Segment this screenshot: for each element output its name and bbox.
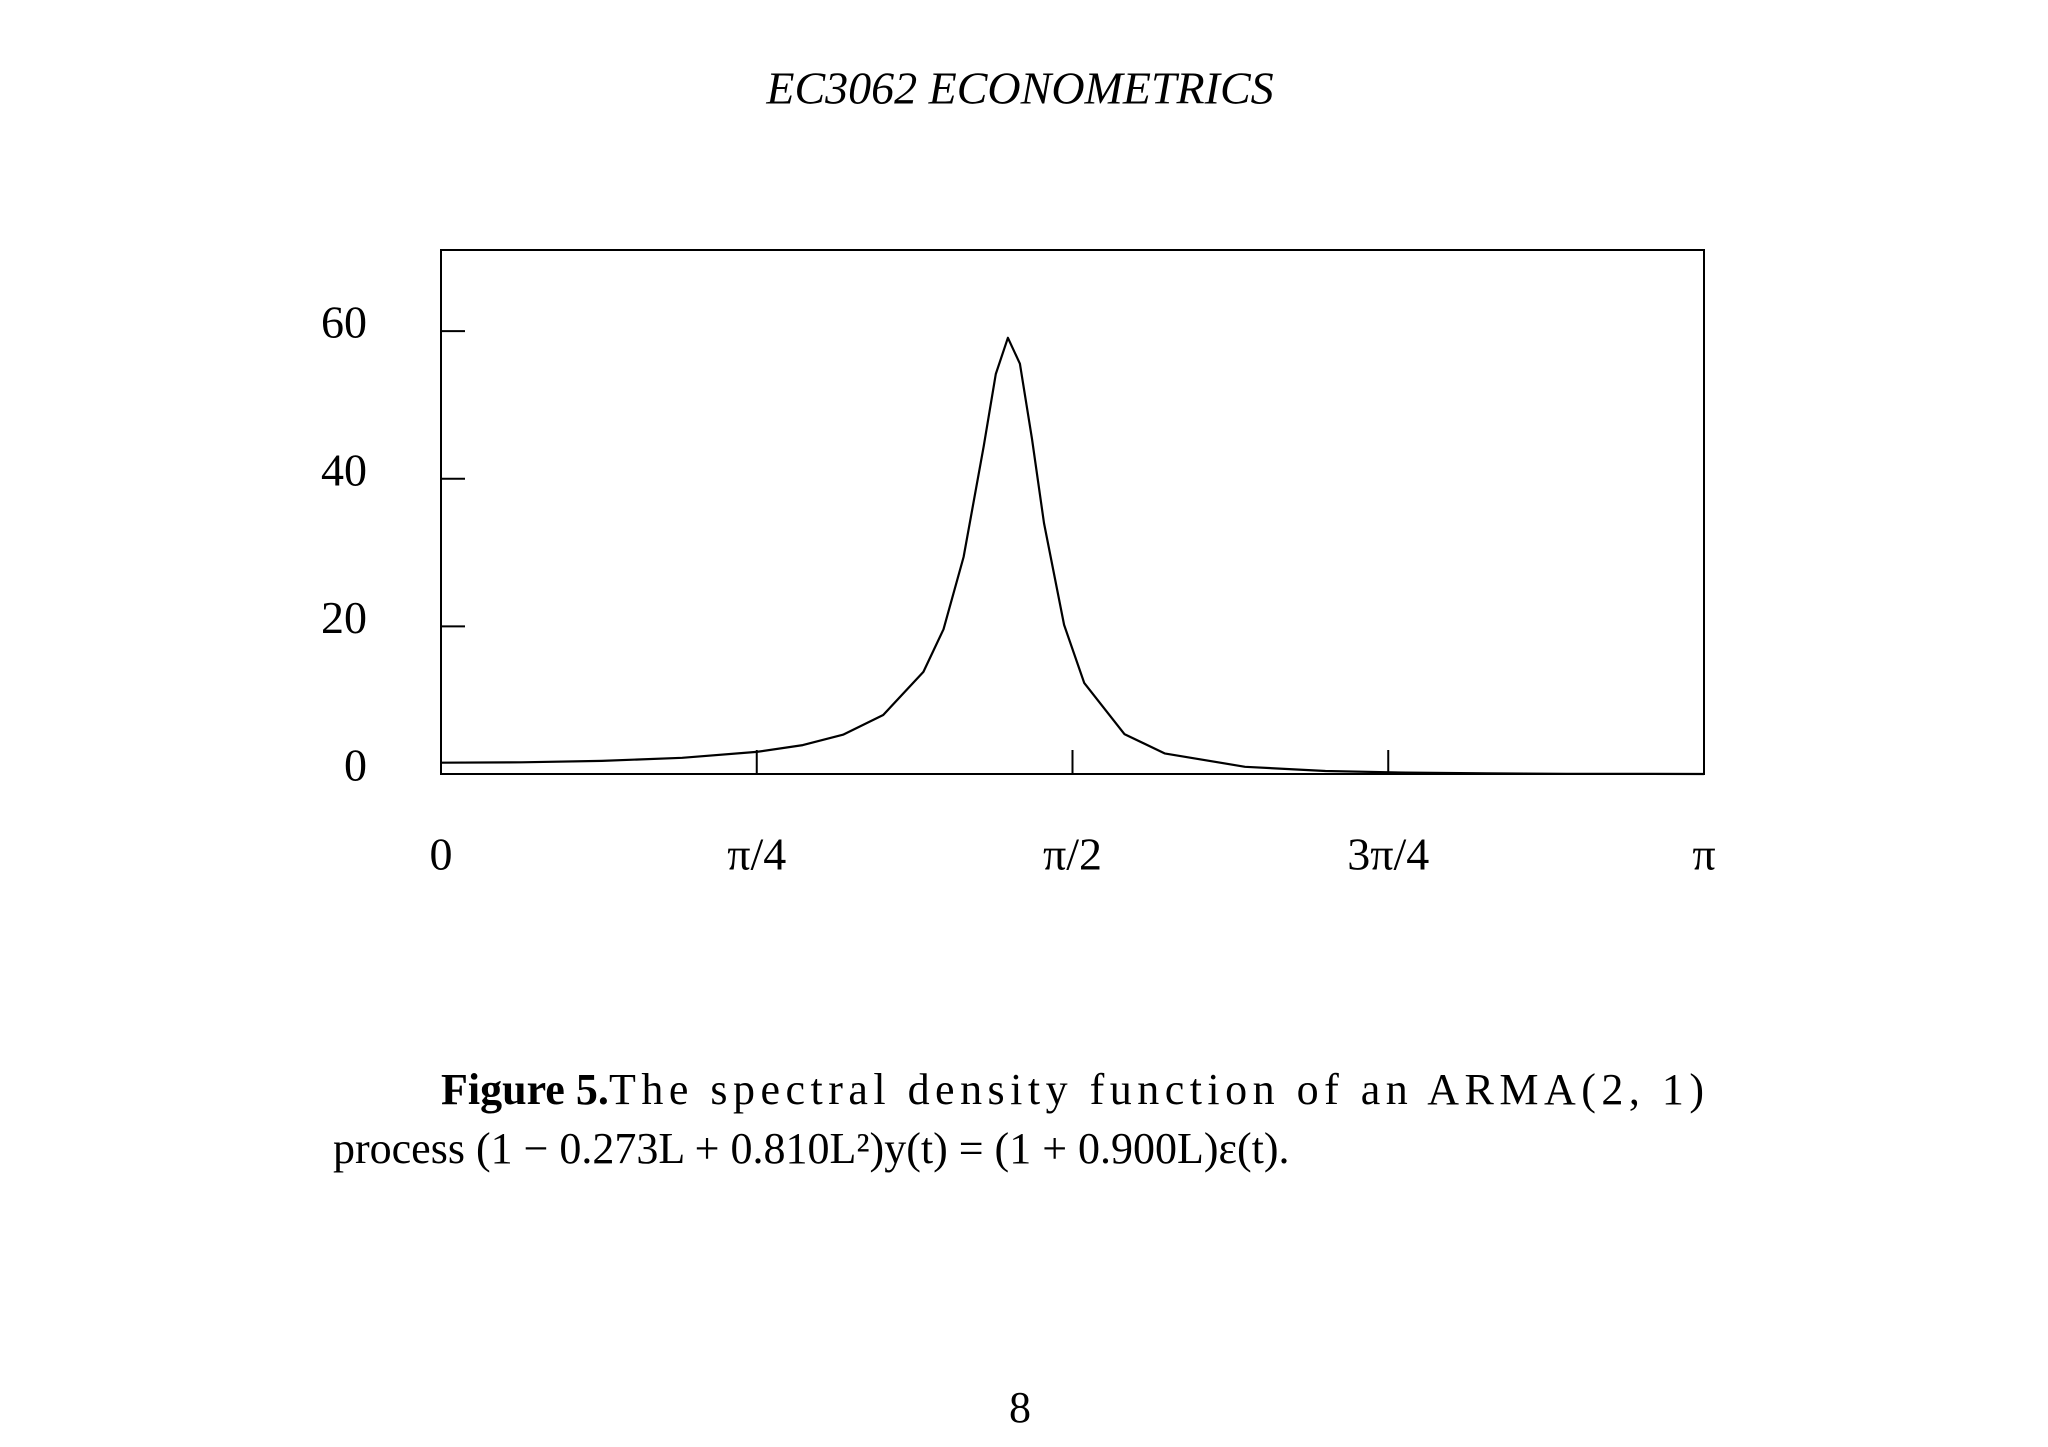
density-curve — [440, 336, 1705, 776]
x-tick-label: π — [1692, 829, 1715, 880]
x-tick-label: π/2 — [1043, 829, 1102, 880]
caption-line: The spectral density function of an ARMA… — [609, 1065, 1704, 1114]
y-tick-label: 60 — [321, 297, 367, 348]
plot-frame — [440, 249, 1705, 775]
y-tick-label: 20 — [321, 592, 367, 643]
x-tick-label: 3π/4 — [1347, 829, 1429, 880]
caption-label: Figure 5. — [441, 1065, 609, 1114]
y-tick-label: 0 — [344, 740, 367, 791]
running-header: EC3062 ECONOMETRICS — [765, 63, 1273, 114]
caption-line: process (1 − 0.273L + 0.810L²)y(t) = (1 … — [333, 1124, 1290, 1173]
x-tick-label: π/4 — [727, 829, 786, 880]
page-number: 8 — [1009, 1383, 1031, 1432]
y-tick-label: 40 — [321, 444, 367, 495]
x-tick-label: 0 — [430, 829, 453, 880]
